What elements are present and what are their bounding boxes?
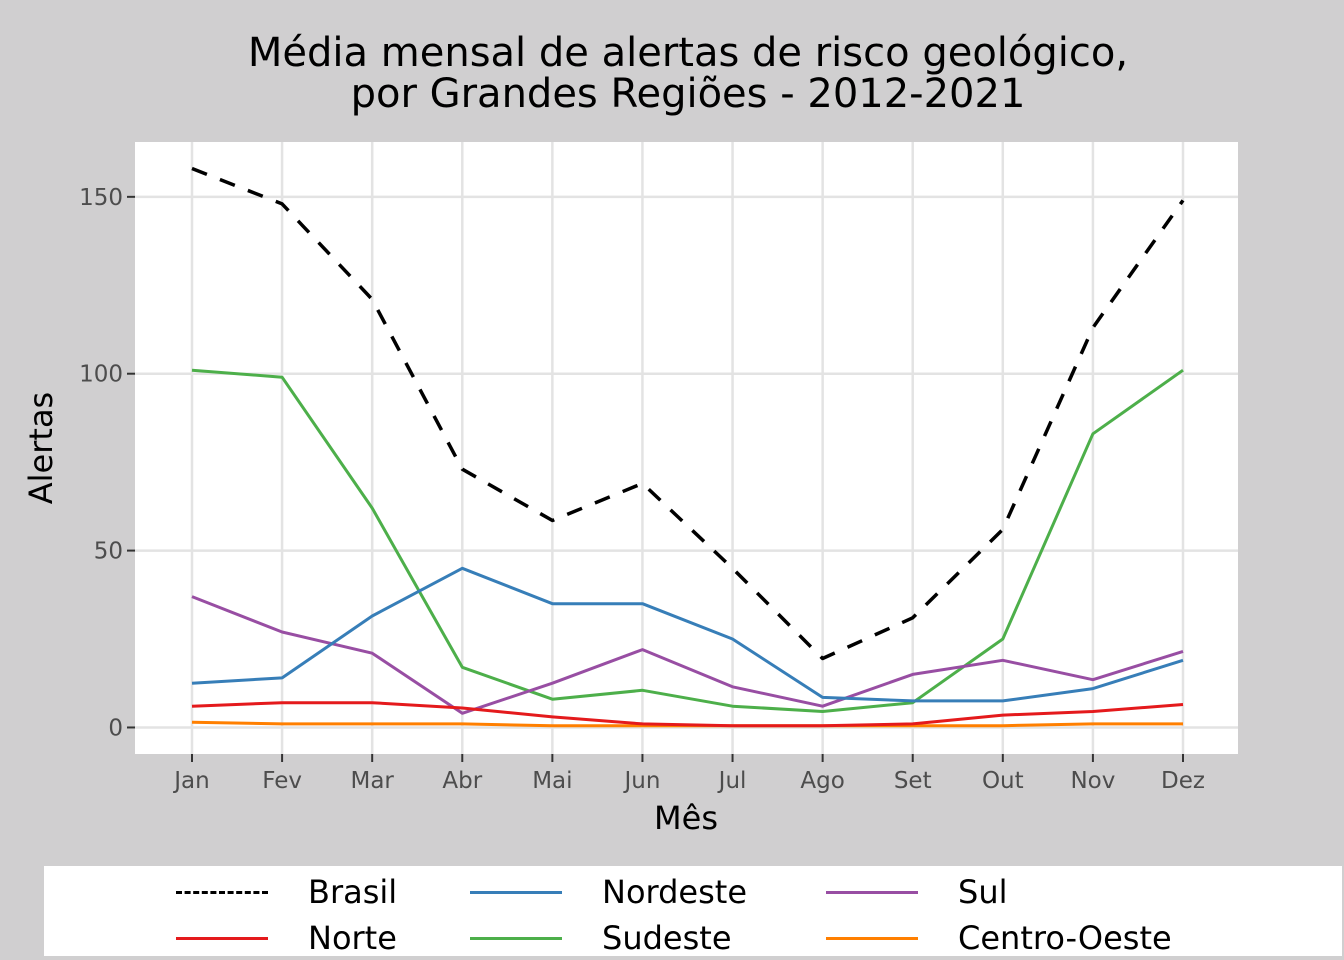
series-line-sudeste [191,368,1184,713]
x-tick-label: Fev [262,768,302,794]
legend-label: Brasil [308,873,398,911]
x-tick-label: Abr [442,768,482,794]
legend-key [470,937,562,940]
legend-key [176,891,268,894]
x-tick-label: Set [894,768,932,794]
y-tick-label: 100 [79,362,123,388]
chart-subtitle: por Grandes Regiões - 2012-2021 [350,71,1026,117]
legend-label: Nordeste [602,873,748,911]
legend: Brasil Nordeste Sul Norte Sudeste Centro-Oest… [44,866,1342,957]
legend-label: Sudeste [602,919,732,957]
series-line-sul [191,595,1184,715]
y-tick-label: 0 [108,715,123,741]
legend-label: Sul [958,873,1008,911]
series-line-nordeste [191,566,1184,703]
plot-panel [135,142,1238,754]
x-tick-label: Mar [350,768,394,794]
legend-key [826,891,918,894]
chart-title: Média mensal de alertas de risco geológi… [247,30,1129,76]
y-axis-ticks: 0 50 100 150 [79,185,135,741]
x-tick-label: Mai [532,768,572,794]
legend-key [826,937,918,940]
legend-key [470,891,562,894]
series-line-norte [191,701,1184,728]
legend-label: Norte [308,919,397,957]
x-axis-ticks: Jan Fev Mar Abr Mai Jun Jul Ago Set Out Nov Dez [172,754,1205,794]
x-tick-label: Out [982,768,1024,794]
x-tick-label: Ago [800,768,844,794]
series-lines [191,166,1185,728]
line-chart: 0 50 100 150 Jan Fev Mar Abr Mai Jun Jul Ago Set Out… [22,142,1238,837]
x-tick-label: Jul [717,768,747,794]
x-tick-label: Jun [622,768,660,794]
x-tick-label: Nov [1070,768,1115,794]
y-axis-title: Alertas [22,392,60,504]
legend-label: Centro-Oeste [958,919,1172,957]
x-tick-label: Dez [1161,768,1205,794]
y-tick-label: 50 [94,539,123,565]
x-tick-label: Jan [172,768,209,794]
y-tick-label: 150 [79,185,123,211]
legend-key [176,937,268,940]
x-axis-title: Mês [654,799,718,837]
